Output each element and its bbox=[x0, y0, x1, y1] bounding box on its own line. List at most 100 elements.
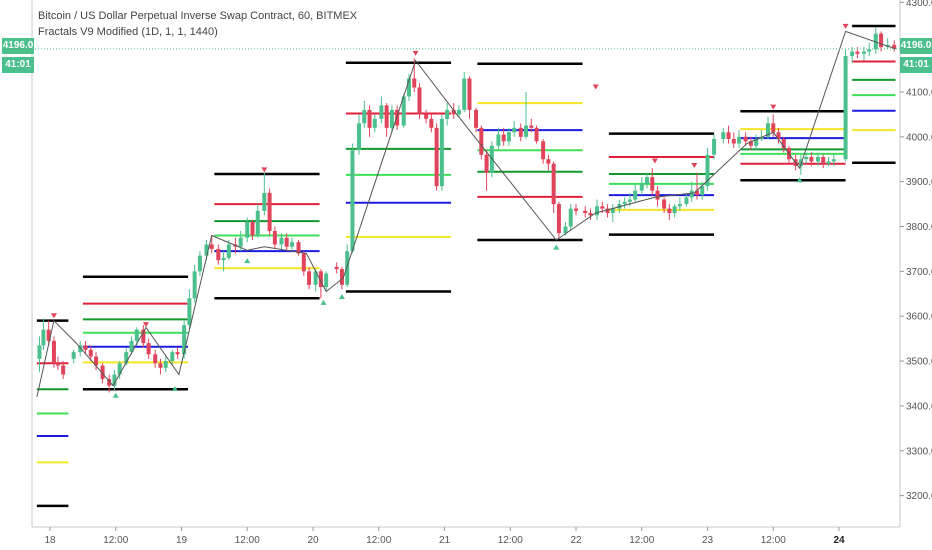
fractal-down-marker bbox=[50, 313, 57, 319]
candle-body bbox=[445, 109, 450, 119]
candle-body bbox=[662, 199, 667, 209]
candle-body bbox=[192, 271, 197, 299]
candle-body bbox=[226, 244, 231, 258]
candle-body bbox=[367, 109, 372, 128]
left-countdown-badge: 41:01 bbox=[2, 57, 34, 73]
candle-body bbox=[879, 33, 884, 48]
candle-body bbox=[107, 378, 112, 386]
candle-body bbox=[689, 190, 694, 198]
candle-body bbox=[129, 340, 134, 353]
candle-body bbox=[600, 206, 605, 209]
candle-body bbox=[412, 78, 417, 88]
candle-body bbox=[595, 206, 600, 216]
candle-body bbox=[506, 132, 511, 142]
candle-body bbox=[484, 154, 489, 173]
candle-body bbox=[384, 105, 389, 128]
candle-body bbox=[204, 244, 209, 256]
candle-body bbox=[284, 237, 289, 247]
candle-body bbox=[134, 329, 139, 341]
candle-body bbox=[124, 352, 129, 364]
candle-body bbox=[389, 109, 394, 128]
y-tick-label: 3200.0 bbox=[906, 491, 932, 502]
y-tick-label: 3600.0 bbox=[906, 312, 932, 323]
zigzag-line bbox=[36, 30, 896, 398]
candle-body bbox=[551, 163, 556, 205]
candle-body bbox=[748, 141, 753, 146]
candle-body bbox=[456, 109, 461, 115]
candle-body bbox=[250, 222, 255, 236]
symbol-title[interactable]: Bitcoin / US Dollar Perpetual Inverse Sw… bbox=[38, 10, 358, 22]
candle-body bbox=[771, 123, 776, 133]
candle-body bbox=[867, 49, 872, 52]
candle-body bbox=[339, 269, 344, 285]
x-tick-label: 18 bbox=[44, 535, 56, 546]
right-price-badge: 4196.0 bbox=[900, 38, 932, 54]
candle-body bbox=[737, 136, 742, 144]
x-tick-label: 12:00 bbox=[629, 535, 654, 546]
candle-body bbox=[289, 242, 294, 247]
candle-body bbox=[610, 208, 615, 214]
candle-body bbox=[776, 132, 781, 140]
candle-body bbox=[556, 204, 561, 234]
candle-body bbox=[406, 78, 411, 97]
candle-body bbox=[417, 87, 422, 115]
candle-body bbox=[372, 118, 377, 128]
candle-body bbox=[267, 192, 272, 231]
y-tick-label: 3800.0 bbox=[906, 222, 932, 233]
fractal-up-marker bbox=[171, 385, 178, 391]
candle-body bbox=[467, 78, 472, 110]
candle-body bbox=[639, 183, 644, 191]
candle-body bbox=[721, 132, 726, 140]
candle-body bbox=[262, 192, 267, 211]
candle-body bbox=[694, 190, 699, 196]
candle-body bbox=[605, 208, 610, 214]
indicator-label[interactable]: Fractals V9 Modified (1D, 1, 1, 1440) bbox=[38, 26, 218, 38]
x-tick-label: 21 bbox=[439, 535, 451, 546]
candle-body bbox=[831, 159, 836, 162]
candle-body bbox=[216, 248, 221, 261]
fractal-down-marker bbox=[770, 104, 777, 110]
x-tick-label: 20 bbox=[307, 535, 319, 546]
candle-body bbox=[100, 365, 105, 379]
candle-body bbox=[301, 253, 306, 272]
candle-body bbox=[684, 197, 689, 205]
candle-body bbox=[324, 273, 329, 288]
candle-body bbox=[170, 352, 175, 362]
candle-body bbox=[798, 159, 803, 166]
candle-body bbox=[350, 150, 355, 252]
candle-body bbox=[645, 177, 650, 184]
fractal-up-marker bbox=[112, 392, 119, 398]
x-tick-label: 12:00 bbox=[761, 535, 786, 546]
x-tick-label: 12:00 bbox=[498, 535, 523, 546]
candle-body bbox=[705, 154, 710, 187]
candle-body bbox=[781, 139, 786, 149]
candle-body bbox=[743, 136, 748, 142]
candle-body bbox=[754, 139, 759, 146]
fractal-up-marker bbox=[338, 294, 345, 300]
candle-body bbox=[357, 123, 362, 151]
fractal-down-marker bbox=[412, 50, 419, 56]
candle-body bbox=[182, 325, 187, 355]
candle-body bbox=[667, 208, 672, 214]
candle-body bbox=[655, 190, 660, 200]
candle-body bbox=[401, 96, 406, 126]
candle-body bbox=[197, 255, 202, 272]
x-tick-label: 23 bbox=[702, 535, 714, 546]
candle-body bbox=[731, 139, 736, 144]
candle-body bbox=[462, 78, 467, 110]
candle-body bbox=[574, 208, 578, 211]
y-tick-label: 3500.0 bbox=[906, 357, 932, 368]
fractal-down-marker bbox=[691, 162, 698, 168]
candle-body bbox=[153, 354, 158, 364]
x-tick-label: 24 bbox=[833, 535, 845, 546]
candle-body bbox=[141, 329, 146, 344]
candle-body bbox=[41, 329, 46, 346]
candle-body bbox=[512, 127, 517, 133]
candle-body bbox=[313, 271, 318, 285]
fractal-down-marker bbox=[142, 322, 149, 328]
candle-body bbox=[429, 118, 434, 128]
fractal-up-marker bbox=[796, 177, 803, 183]
candle-body bbox=[765, 123, 770, 137]
